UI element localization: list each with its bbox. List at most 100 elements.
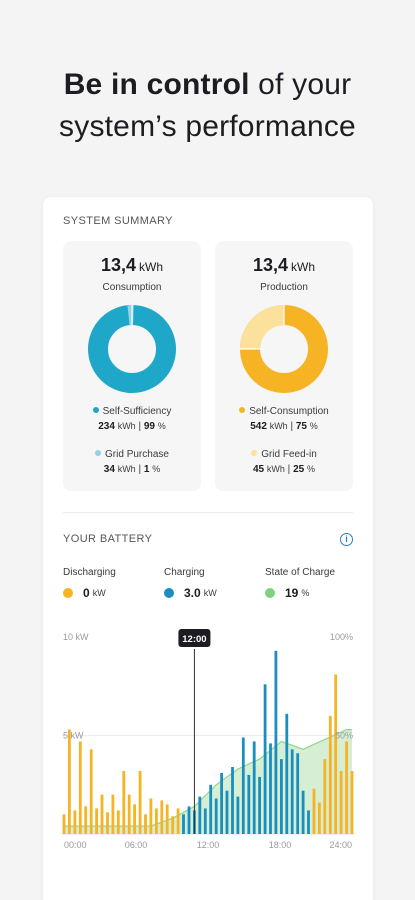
y-right-tick-0: 100% <box>330 632 353 642</box>
bar-28 <box>214 798 218 834</box>
bar-52 <box>345 741 348 834</box>
bar-10 <box>116 810 120 834</box>
bar-7 <box>100 794 104 834</box>
bar-41 <box>285 713 289 834</box>
bar-25 <box>198 796 202 834</box>
production-legend-1: Self-Consumption 542 kWh | 75 % <box>215 405 353 434</box>
dot-icon <box>95 450 102 456</box>
consumption-donut <box>88 305 176 393</box>
x-tick-2: 12:00 <box>197 840 220 850</box>
bar-43 <box>296 753 300 834</box>
dashboard-card: SYSTEM SUMMARY 13,4 kWh Consumption Self-… <box>43 197 373 900</box>
bar-14 <box>138 771 142 834</box>
x-tick-3: 18:00 <box>269 840 292 850</box>
bar-40 <box>280 759 283 834</box>
headline-rest: of your <box>249 68 352 101</box>
bar-13 <box>133 804 136 834</box>
bar-4 <box>84 806 88 834</box>
production-legend-2: Grid Feed-in 45 kWh | 25 % <box>251 449 317 475</box>
bar-48 <box>323 759 327 834</box>
bar-23 <box>187 806 191 834</box>
consumption-value: 13,4 kWh <box>100 255 164 275</box>
bar-0 <box>62 814 66 834</box>
bar-32 <box>236 796 240 834</box>
dot-icon <box>239 407 246 413</box>
bar-22 <box>182 814 185 834</box>
bar-9 <box>111 794 115 834</box>
charging-dot-icon <box>164 588 174 598</box>
bar-29 <box>220 772 223 834</box>
stat-charging: Charging 3.0 kW <box>164 567 217 600</box>
bar-33 <box>241 737 245 834</box>
bar-11 <box>122 771 126 834</box>
bar-15 <box>144 814 147 834</box>
stat-discharging-label: Discharging <box>63 567 116 578</box>
consumption-label: Consumption <box>102 282 162 293</box>
production-value: 13,4 kWh <box>252 255 316 275</box>
bar-5 <box>89 749 93 834</box>
bar-39 <box>274 650 278 834</box>
bar-19 <box>165 804 169 834</box>
dot-icon <box>251 450 258 456</box>
bar-17 <box>155 808 158 834</box>
bar-12 <box>127 794 131 834</box>
bar-37 <box>263 684 267 834</box>
bar-45 <box>307 810 310 834</box>
production-label: Production <box>260 282 308 293</box>
headline-bold: Be in control <box>63 68 250 101</box>
y-left-tick-1: 5 kW <box>63 731 84 741</box>
bar-36 <box>258 776 261 834</box>
cursor-bubble[interactable] <box>178 629 211 647</box>
soc-line <box>64 729 352 827</box>
bar-2 <box>73 810 77 834</box>
y-left-tick-0: 10 kW <box>63 632 89 642</box>
consumption-tile[interactable]: 13,4 kWh Consumption Self-Sufficiency 234… <box>63 241 201 491</box>
consumption-donut-light <box>88 305 176 393</box>
bar-21 <box>176 808 180 834</box>
bar-27 <box>209 784 213 835</box>
section-divider <box>63 512 353 513</box>
bar-47 <box>318 802 321 834</box>
bar-20 <box>171 816 175 834</box>
bar-38 <box>269 743 272 834</box>
bar-42 <box>290 749 294 834</box>
bar-51 <box>339 771 343 834</box>
stat-discharging: Discharging 0 kW <box>63 567 116 600</box>
bar-53 <box>350 771 354 834</box>
x-tick-4: 24:00 <box>329 840 352 850</box>
stat-soc-label: State of Charge <box>265 567 336 578</box>
info-icon[interactable]: i <box>340 533 353 546</box>
bar-44 <box>301 790 305 834</box>
bar-34 <box>247 774 251 834</box>
bar-50 <box>334 674 338 834</box>
bar-49 <box>328 715 332 834</box>
bar-46 <box>312 788 316 834</box>
soc-dot-icon <box>265 588 275 598</box>
bar-16 <box>149 798 153 834</box>
consumption-legend-1: Self-Sufficiency 234 kWh | 99 % <box>63 405 201 434</box>
x-tick-0: 00:00 <box>64 840 87 850</box>
battery-chart[interactable]: 12:00 10 kW 5 kW 100% 50% 00:00 06:00 12:00 18:… <box>43 622 373 862</box>
bar-30 <box>225 790 229 834</box>
cursor-label: 12:00 <box>182 634 206 645</box>
stat-charging-label: Charging <box>164 567 205 578</box>
bar-8 <box>106 812 109 834</box>
bar-3 <box>78 741 82 834</box>
y-right-tick-1: 50% <box>335 731 353 741</box>
stat-state-of-charge: State of Charge 19% <box>265 567 336 600</box>
dot-icon <box>92 407 99 413</box>
bar-1 <box>68 729 71 834</box>
bar-35 <box>252 741 256 834</box>
consumption-legend-2: Grid Purchase 34 kWh | 1 % <box>63 448 201 477</box>
production-donut <box>240 305 328 393</box>
x-tick-1: 06:00 <box>125 840 148 850</box>
headline: Be in control of your system’s performan… <box>0 64 415 148</box>
discharging-dot-icon <box>63 588 73 598</box>
bar-18 <box>160 800 164 834</box>
battery-title: YOUR BATTERY <box>63 533 153 545</box>
production-tile[interactable]: 13,4 kWh Production Self-Consumption 542 … <box>215 241 353 491</box>
system-summary-title: SYSTEM SUMMARY <box>63 215 173 227</box>
headline-line2: system’s performance <box>59 110 356 143</box>
bar-6 <box>95 808 98 834</box>
bar-31 <box>231 767 234 834</box>
